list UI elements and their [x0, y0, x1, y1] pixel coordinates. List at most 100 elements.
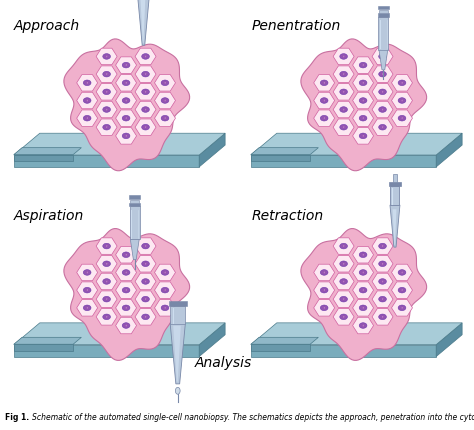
Polygon shape: [251, 344, 310, 351]
Ellipse shape: [359, 116, 367, 122]
Ellipse shape: [126, 101, 127, 102]
Ellipse shape: [106, 128, 107, 129]
Polygon shape: [135, 309, 156, 326]
Bar: [389, 182, 401, 186]
Polygon shape: [116, 264, 137, 281]
Ellipse shape: [363, 290, 364, 291]
Ellipse shape: [142, 314, 149, 320]
Ellipse shape: [382, 75, 383, 76]
Polygon shape: [333, 256, 354, 272]
Polygon shape: [135, 256, 156, 272]
Polygon shape: [116, 282, 137, 299]
Ellipse shape: [340, 297, 347, 302]
Ellipse shape: [122, 323, 130, 329]
Ellipse shape: [83, 81, 91, 86]
Polygon shape: [392, 282, 412, 299]
Polygon shape: [14, 148, 82, 155]
Ellipse shape: [401, 290, 402, 291]
Polygon shape: [372, 102, 393, 119]
Ellipse shape: [164, 101, 165, 102]
Bar: [378, 14, 389, 18]
Ellipse shape: [340, 108, 347, 113]
Text: Penentration: Penentration: [251, 19, 340, 33]
Ellipse shape: [106, 299, 107, 300]
Ellipse shape: [145, 74, 146, 75]
Ellipse shape: [103, 90, 110, 95]
Ellipse shape: [359, 252, 367, 258]
Ellipse shape: [382, 92, 383, 93]
Bar: [130, 207, 140, 240]
Ellipse shape: [401, 119, 402, 120]
Bar: [130, 200, 139, 203]
Polygon shape: [301, 229, 427, 360]
Ellipse shape: [363, 325, 364, 326]
Ellipse shape: [359, 323, 367, 329]
Polygon shape: [14, 345, 199, 357]
Polygon shape: [333, 84, 354, 101]
Polygon shape: [392, 264, 412, 281]
Polygon shape: [372, 238, 393, 255]
Ellipse shape: [379, 72, 386, 78]
Ellipse shape: [344, 127, 345, 128]
Polygon shape: [251, 134, 462, 156]
Polygon shape: [333, 309, 354, 326]
Polygon shape: [77, 75, 98, 92]
Ellipse shape: [363, 325, 364, 326]
Ellipse shape: [340, 314, 347, 320]
Polygon shape: [199, 134, 225, 168]
Text: Approach: Approach: [14, 19, 81, 33]
Ellipse shape: [382, 299, 383, 300]
Ellipse shape: [401, 307, 402, 308]
Polygon shape: [314, 282, 335, 299]
Polygon shape: [14, 134, 225, 156]
Ellipse shape: [320, 305, 328, 311]
Ellipse shape: [343, 127, 344, 128]
Ellipse shape: [363, 119, 364, 120]
Ellipse shape: [161, 270, 169, 276]
Polygon shape: [135, 67, 156, 83]
Ellipse shape: [363, 137, 364, 138]
Ellipse shape: [165, 118, 166, 119]
Polygon shape: [372, 309, 393, 326]
Polygon shape: [116, 247, 137, 264]
Ellipse shape: [343, 281, 344, 282]
Ellipse shape: [359, 134, 367, 139]
Ellipse shape: [324, 290, 325, 291]
Polygon shape: [314, 111, 335, 127]
Ellipse shape: [142, 244, 149, 249]
Ellipse shape: [126, 307, 127, 308]
Polygon shape: [333, 49, 354, 65]
Ellipse shape: [382, 74, 383, 75]
Ellipse shape: [142, 279, 149, 285]
Ellipse shape: [343, 74, 344, 75]
Ellipse shape: [324, 101, 325, 102]
Ellipse shape: [398, 116, 406, 122]
Ellipse shape: [106, 316, 107, 317]
Ellipse shape: [126, 272, 127, 273]
Ellipse shape: [324, 119, 325, 120]
Ellipse shape: [87, 307, 88, 308]
Ellipse shape: [145, 246, 146, 247]
Ellipse shape: [161, 98, 169, 104]
Ellipse shape: [126, 325, 127, 326]
Polygon shape: [14, 323, 225, 345]
Ellipse shape: [340, 90, 347, 95]
Ellipse shape: [363, 272, 364, 273]
Ellipse shape: [106, 317, 107, 318]
Ellipse shape: [161, 81, 169, 86]
Ellipse shape: [87, 83, 88, 84]
Ellipse shape: [164, 272, 165, 273]
Polygon shape: [96, 84, 117, 101]
Ellipse shape: [401, 308, 402, 309]
Ellipse shape: [359, 270, 367, 276]
Ellipse shape: [122, 288, 130, 293]
Polygon shape: [135, 291, 156, 308]
Polygon shape: [14, 156, 199, 168]
Ellipse shape: [398, 81, 406, 86]
Ellipse shape: [320, 116, 328, 122]
Polygon shape: [251, 323, 462, 345]
Ellipse shape: [145, 282, 146, 283]
Polygon shape: [96, 67, 117, 83]
Ellipse shape: [145, 264, 146, 265]
Polygon shape: [77, 300, 98, 316]
